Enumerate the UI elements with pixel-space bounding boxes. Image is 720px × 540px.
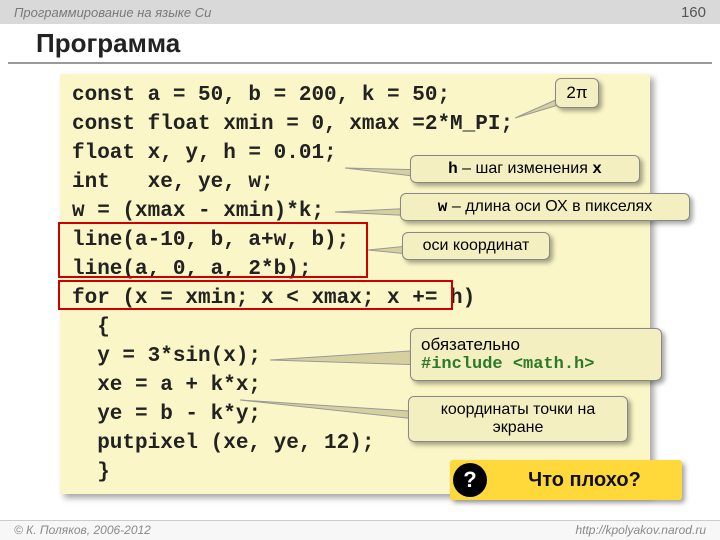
title-underline (8, 62, 712, 64)
callout-axes: оси координат (402, 232, 550, 260)
page-number: 160 (681, 4, 706, 21)
question-text: Что плохо? (487, 469, 682, 492)
question-mark-icon: ? (453, 463, 487, 497)
highlight-box-for (58, 280, 453, 310)
course-title: Программирование на языке Си (14, 5, 211, 20)
footer-bar: © К. Поляков, 2006-2012 http://kpolyakov… (0, 520, 720, 540)
highlight-box-lines (58, 222, 368, 278)
footer-url: http://kpolyakov.narod.ru (575, 523, 706, 538)
callout-2pi: 2π (555, 78, 599, 108)
var-h: h (448, 160, 458, 178)
code-line: const float xmin = 0, xmax =2*M_PI; (72, 111, 638, 140)
callout-h-step: h – шаг изменения x (410, 155, 640, 183)
include-label: обязательно (421, 335, 651, 355)
var-w: w (438, 198, 448, 216)
slide: Программирование на языке Си 160 Програм… (0, 0, 720, 540)
copyright: © К. Поляков, 2006-2012 (14, 523, 151, 538)
var-x: x (592, 160, 602, 178)
text-wlen: – длина оси ОХ в пикселях (447, 198, 652, 215)
question-box: ? Что плохо? (450, 460, 682, 500)
code-line: const a = 50, b = 200, k = 50; (72, 82, 638, 111)
header-bar: Программирование на языке Си 160 (0, 0, 720, 24)
text-hstep: – шаг изменения (458, 160, 593, 177)
callout-coords: координаты точки на экране (408, 396, 628, 442)
slide-title: Программа (36, 28, 180, 59)
include-directive: #include <math.h> (421, 355, 651, 374)
callout-w-length: w – длина оси ОХ в пикселях (400, 193, 690, 221)
callout-include: обязательно #include <math.h> (410, 328, 662, 381)
